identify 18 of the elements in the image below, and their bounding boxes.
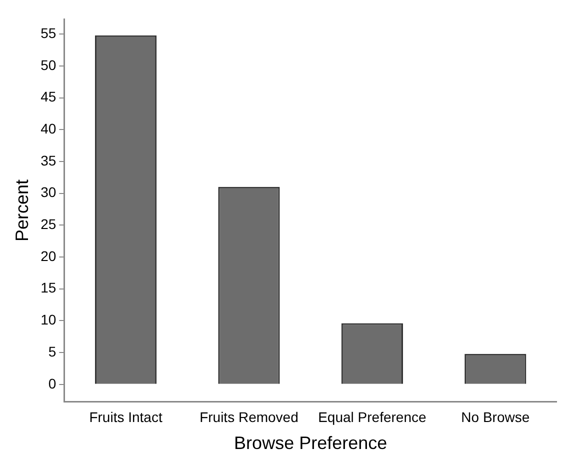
y-tick-label: 35 <box>40 152 56 168</box>
x-tick-label: Fruits Removed <box>200 408 298 425</box>
y-tick-label: 15 <box>40 280 56 296</box>
y-tick-label: 55 <box>40 24 56 41</box>
x-tick-label: Fruits Intact <box>89 408 162 425</box>
y-tick-label: 20 <box>40 248 56 264</box>
y-tick-label: 25 <box>40 216 56 232</box>
y-tick-label: 0 <box>48 375 56 392</box>
y-tick-label: 5 <box>48 343 56 360</box>
y-tick-label: 10 <box>40 312 56 328</box>
x-tick-label: No Browse <box>461 408 530 425</box>
y-tick-label: 50 <box>40 56 56 73</box>
x-tick-label: Equal Preference <box>318 408 426 425</box>
y-tick-label: 45 <box>40 88 56 105</box>
y-axis-title: Percent <box>12 179 32 242</box>
y-tick-label: 40 <box>40 120 56 136</box>
y-tick-label: 30 <box>40 184 56 200</box>
x-axis-title: Browse Preference <box>234 433 388 454</box>
